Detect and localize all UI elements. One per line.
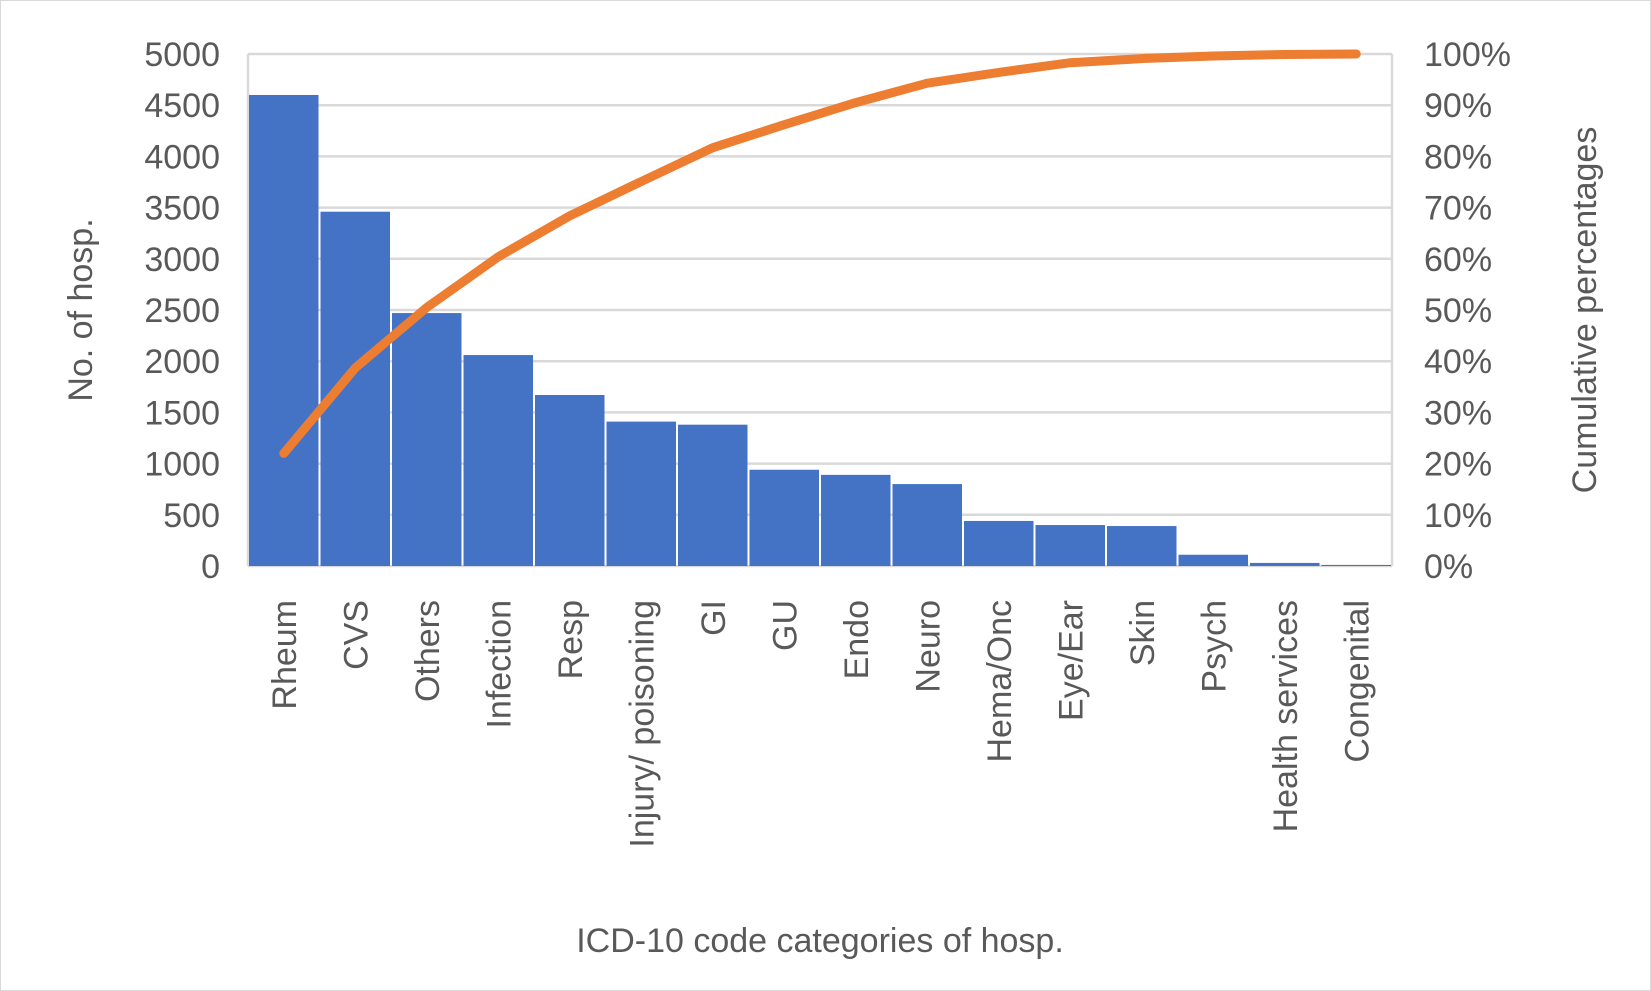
cumulative-line xyxy=(279,49,1361,458)
bar-Injury/ poisoning xyxy=(606,421,676,566)
y2-axis-title: Cumulative percentages xyxy=(1566,127,1604,494)
y-tick-label: 0 xyxy=(201,548,220,586)
y-tick-label: 3500 xyxy=(144,190,220,228)
x-tick-label: GU xyxy=(766,600,804,651)
y-axis-left-ticks: 0 500 1000 1500 2000 2500 3000 3500 4000 4500 5000 xyxy=(144,36,220,586)
bar-GI xyxy=(678,424,748,566)
bar-CVS xyxy=(320,211,390,567)
y-tick-label: 4500 xyxy=(144,87,220,125)
y-axis-title: No. of hosp. xyxy=(62,218,100,401)
x-tick-label: Injury/ poisoning xyxy=(623,600,661,848)
y-tick-label: 1500 xyxy=(144,394,220,432)
x-tick-label: Skin xyxy=(1124,600,1162,666)
y-tick-label: 4000 xyxy=(144,138,220,176)
bar-Others xyxy=(392,313,462,566)
x-axis-title: ICD-10 code categories of hosp. xyxy=(576,922,1064,960)
x-tick-label: Congenital xyxy=(1338,600,1376,763)
y2-tick-label: 70% xyxy=(1424,190,1492,228)
x-tick-label: Hema/Onc xyxy=(981,600,1019,763)
bar-Resp xyxy=(535,394,605,566)
x-tick-label: Psych xyxy=(1195,600,1233,693)
y2-tick-label: 20% xyxy=(1424,446,1492,484)
y-tick-label: 2500 xyxy=(144,292,220,330)
bar-Congenital xyxy=(1321,564,1391,566)
x-tick-label: CVS xyxy=(337,600,375,670)
cumulative-percentage-line xyxy=(279,49,1361,458)
bar-Eye/Ear xyxy=(1035,525,1105,566)
bar-Skin xyxy=(1107,526,1177,566)
y-axis-right-ticks: 0% 10% 20% 30% 40% 50% 60% 70% 80% 90% 100% xyxy=(1424,36,1511,586)
bars xyxy=(249,94,1391,567)
bar-Hema/Onc xyxy=(964,520,1034,566)
y-tick-label: 1000 xyxy=(144,446,220,484)
x-tick-label: Health services xyxy=(1267,600,1305,832)
x-tick-label: Endo xyxy=(838,600,876,679)
y2-tick-label: 0% xyxy=(1424,548,1473,586)
y2-tick-label: 60% xyxy=(1424,241,1492,279)
y2-tick-label: 50% xyxy=(1424,292,1492,330)
bar-GU xyxy=(749,469,819,566)
x-axis-ticks: Rheum CVS Others Infection Resp Injury/ poiso… xyxy=(266,600,1377,848)
y2-tick-label: 100% xyxy=(1424,36,1511,74)
x-tick-label: Others xyxy=(409,600,447,702)
bar-Endo xyxy=(821,474,891,566)
y-tick-label: 5000 xyxy=(144,36,220,74)
x-tick-label: GI xyxy=(695,600,733,636)
x-tick-label: Resp xyxy=(552,600,590,679)
bar-Neuro xyxy=(892,484,962,566)
y-tick-label: 3000 xyxy=(144,241,220,279)
y2-tick-label: 80% xyxy=(1424,138,1492,176)
y2-tick-label: 40% xyxy=(1424,343,1492,381)
x-tick-label: Neuro xyxy=(909,600,947,693)
y2-tick-label: 90% xyxy=(1424,87,1492,125)
bar-Infection xyxy=(463,355,533,566)
x-tick-label: Rheum xyxy=(266,600,304,710)
y2-tick-label: 30% xyxy=(1424,394,1492,432)
bar-Psych xyxy=(1178,554,1248,566)
bar-Health services xyxy=(1250,562,1320,566)
y-tick-label: 2000 xyxy=(144,343,220,381)
x-tick-label: Eye/Ear xyxy=(1052,600,1090,721)
bar-Rheum xyxy=(249,94,319,567)
x-tick-label: Infection xyxy=(480,600,518,729)
y2-tick-label: 10% xyxy=(1424,497,1492,535)
y-tick-label: 500 xyxy=(163,497,220,535)
